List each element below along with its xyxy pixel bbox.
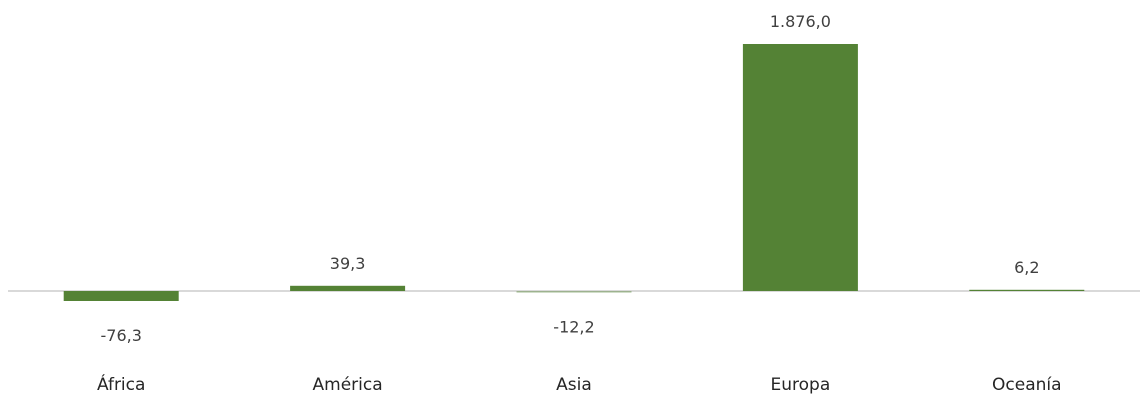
category-label-áfrica: África [97,373,146,395]
data-labels-group: -76,3 39,3 -12,2 1.876,0 6,2 [100,12,1039,345]
bar-oceanía [969,289,1085,291]
bar-europa [742,44,858,291]
bar-áfrica [63,291,179,301]
data-label-oceanía: 6,2 [1014,258,1039,277]
category-label-europa: Europa [771,375,831,395]
category-label-asia: Asia [556,375,592,395]
category-label-oceanía: Oceanía [992,375,1062,395]
bars-group [63,44,1085,301]
category-label-américa: América [313,375,383,395]
data-label-áfrica: -76,3 [100,326,141,345]
bar-américa [290,285,406,291]
data-label-europa: 1.876,0 [770,12,831,31]
data-label-asia: -12,2 [553,318,594,337]
category-labels-group: África América Asia Europa Oceanía [97,373,1062,395]
bar-asia [516,291,632,293]
data-label-américa: 39,3 [330,254,366,273]
